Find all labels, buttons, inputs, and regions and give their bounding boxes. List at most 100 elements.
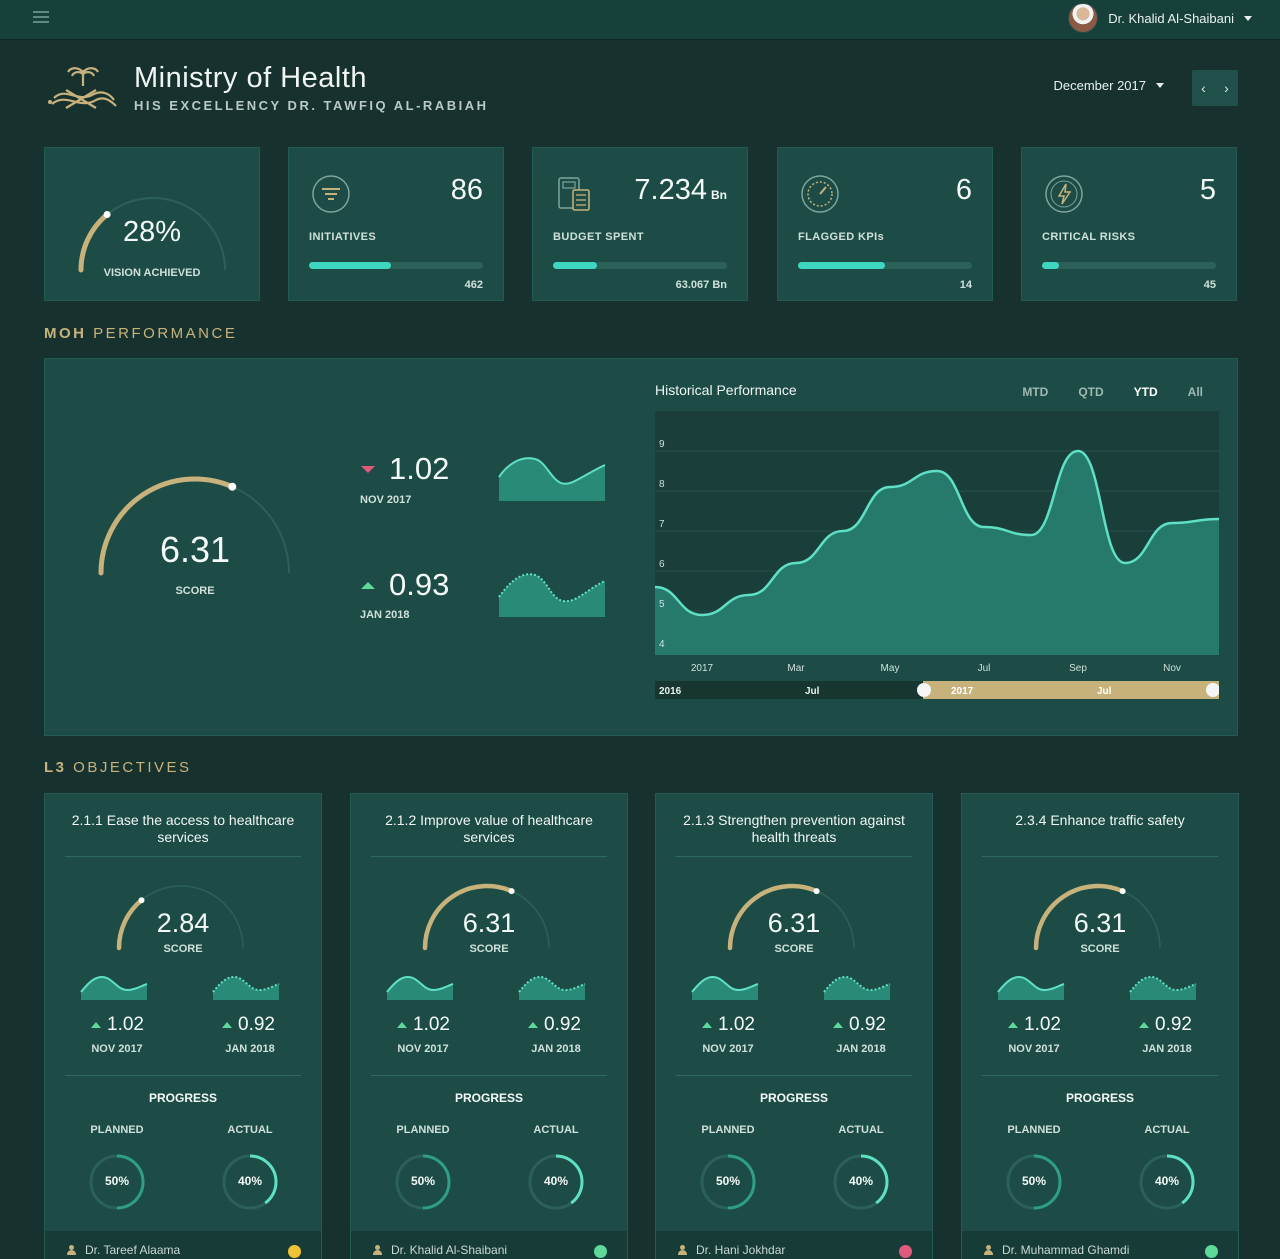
navigator-selection[interactable] bbox=[923, 681, 1219, 699]
lightning-icon bbox=[1045, 175, 1083, 213]
objective-card-3[interactable]: 2.1.3 Strengthen prevention against heal… bbox=[655, 793, 933, 1259]
kpi-risks-card[interactable]: 5 CRITICAL RISKS 45 bbox=[1021, 147, 1237, 301]
page-header: Ministry of Health HIS EXCELLENCY DR. TA… bbox=[44, 58, 1238, 122]
objective-delta-jan: 0.92 bbox=[528, 1014, 581, 1036]
objective-owner[interactable]: Dr. Khalid Al-Shaibani bbox=[373, 1243, 507, 1257]
prev-period-button[interactable]: ‹ bbox=[1201, 80, 1206, 96]
progress-title: PROGRESS bbox=[1065, 1091, 1134, 1105]
objective-card-1[interactable]: 2.1.1 Ease the access to healthcare serv… bbox=[44, 793, 322, 1259]
flagged-progress-bar bbox=[798, 262, 972, 269]
actual-value: 40% bbox=[1154, 1174, 1180, 1188]
kpi-flagged-card[interactable]: 6 FLAGGED KPIs 14 bbox=[777, 147, 993, 301]
avatar[interactable] bbox=[1068, 3, 1099, 33]
overall-score: 6.31 SCORE bbox=[95, 469, 295, 609]
objective-delta-nov-label: NOV 2017 bbox=[91, 1043, 143, 1055]
objective-card-2[interactable]: 2.1.2 Improve value of healthcare servic… bbox=[350, 793, 628, 1259]
planned-ring-chart bbox=[89, 1154, 145, 1210]
period-value[interactable]: December 2017 bbox=[1053, 78, 1147, 93]
objective-title: 2.1.1 Ease the access to healthcare serv… bbox=[71, 812, 295, 845]
period-nav: ‹ › bbox=[1192, 70, 1238, 106]
objective-score-gauge bbox=[727, 883, 855, 951]
history-chart[interactable]: 4 5 6 7 8 9 2017 Mar May Jul Sep Nov 2016 Jul 2017… bbox=[655, 411, 1219, 701]
planned-value: 50% bbox=[715, 1174, 741, 1188]
trend-down-icon bbox=[361, 465, 375, 473]
chart-area bbox=[655, 451, 1219, 655]
objective-delta-jan: 0.92 bbox=[222, 1014, 275, 1036]
delta-nov-label: NOV 2017 bbox=[360, 494, 412, 506]
y-tick-7: 7 bbox=[659, 519, 665, 530]
objective-owner[interactable]: Dr. Hani Jokhdar bbox=[678, 1243, 785, 1257]
divider bbox=[982, 1075, 1218, 1076]
objective-delta-jan-value: 0.92 bbox=[849, 1014, 886, 1035]
kpi-initiatives-card[interactable]: 86 INITIATIVES 462 bbox=[288, 147, 504, 301]
person-icon bbox=[67, 1245, 76, 1255]
tab-mtd[interactable]: MTD bbox=[1022, 385, 1049, 399]
objective-score-label: SCORE bbox=[1080, 943, 1120, 955]
planned-value: 50% bbox=[1021, 1174, 1047, 1188]
page-title: Ministry of Health bbox=[134, 62, 368, 94]
trend-up-icon bbox=[1139, 1022, 1149, 1028]
kpi-vision-card[interactable]: 28% VISION ACHIEVED bbox=[44, 147, 260, 301]
progress-title: PROGRESS bbox=[148, 1091, 217, 1105]
trend-up-icon bbox=[702, 1022, 712, 1028]
top-bar: Dr. Khalid Al-Shaibani bbox=[0, 0, 1280, 40]
navigator-handle-left[interactable] bbox=[917, 683, 931, 697]
actual-ring: 40% bbox=[526, 1152, 586, 1212]
menu-icon[interactable] bbox=[33, 11, 49, 25]
range-tabs: MTD QTD YTD All bbox=[1022, 385, 1203, 399]
objective-sparkline-nov bbox=[80, 976, 148, 1000]
tab-all[interactable]: All bbox=[1187, 385, 1203, 399]
actual-value: 40% bbox=[848, 1174, 874, 1188]
planned-label: PLANNED bbox=[396, 1124, 450, 1136]
section-title-objectives: L3 OBJECTIVES bbox=[44, 759, 192, 776]
actual-label: ACTUAL bbox=[1144, 1124, 1190, 1136]
tab-qtd[interactable]: QTD bbox=[1078, 385, 1104, 399]
navigator-handle-right[interactable] bbox=[1206, 683, 1219, 697]
delta-jan: 0.93 bbox=[361, 567, 449, 603]
objective-delta-jan-label: JAN 2018 bbox=[225, 1043, 275, 1055]
y-tick-9: 9 bbox=[659, 439, 665, 450]
planned-ring-chart bbox=[1006, 1154, 1062, 1210]
trend-up-icon bbox=[833, 1022, 843, 1028]
overall-score-value: 6.31 bbox=[159, 529, 231, 570]
progress-title: PROGRESS bbox=[454, 1091, 523, 1105]
objective-card-4[interactable]: 2.3.4 Enhance traffic safety 6.31 SCORE … bbox=[961, 793, 1239, 1259]
x-tick-jul: Jul bbox=[978, 663, 991, 674]
objective-delta-nov-label: NOV 2017 bbox=[397, 1043, 449, 1055]
delta-nov: 1.02 bbox=[361, 451, 449, 487]
tab-ytd[interactable]: YTD bbox=[1133, 385, 1158, 399]
objective-delta-jan: 0.92 bbox=[833, 1014, 886, 1036]
objective-delta-nov: 1.02 bbox=[702, 1014, 755, 1036]
planned-label: PLANNED bbox=[701, 1124, 755, 1136]
actual-label: ACTUAL bbox=[838, 1124, 884, 1136]
actual-ring: 40% bbox=[831, 1152, 891, 1212]
person-icon bbox=[984, 1245, 993, 1255]
objective-score-gauge bbox=[1033, 883, 1161, 951]
actual-ring-chart bbox=[1139, 1154, 1195, 1210]
chevron-down-icon[interactable] bbox=[1244, 15, 1252, 21]
risks-progress-bar bbox=[1042, 262, 1216, 269]
user-name[interactable]: Dr. Khalid Al-Shaibani bbox=[1108, 10, 1234, 26]
kpi-budget-card[interactable]: 7.234 Bn BUDGET SPENT 63.067 Bn bbox=[532, 147, 748, 301]
objective-delta-jan: 0.92 bbox=[1139, 1014, 1192, 1036]
actual-ring-chart bbox=[222, 1154, 278, 1210]
user-menu[interactable]: Dr. Khalid Al-Shaibani bbox=[1068, 2, 1252, 34]
status-dot bbox=[899, 1245, 912, 1258]
chevron-down-icon[interactable] bbox=[1156, 83, 1164, 88]
risks-progress-fill bbox=[1042, 262, 1060, 269]
next-period-button[interactable]: › bbox=[1224, 80, 1229, 96]
section-title-performance: MOH PERFORMANCE bbox=[44, 325, 237, 342]
person-icon bbox=[373, 1245, 382, 1255]
section-title-performance-bold: MOH bbox=[44, 325, 87, 342]
x-tick-2017: 2017 bbox=[691, 663, 714, 674]
flagged-progress-fill bbox=[798, 262, 885, 269]
objective-owner[interactable]: Dr. Muhammad Ghamdi bbox=[984, 1243, 1129, 1257]
objective-title: 2.3.4 Enhance traffic safety bbox=[1015, 812, 1185, 828]
objective-owner[interactable]: Dr. Tareef Alaama bbox=[67, 1243, 180, 1257]
divider bbox=[676, 856, 912, 857]
y-tick-8: 8 bbox=[659, 479, 665, 490]
period-select[interactable]: December 2017 bbox=[1053, 78, 1164, 93]
delta-jan-label: JAN 2018 bbox=[360, 609, 410, 621]
objective-sparkline-nov bbox=[386, 976, 454, 1000]
planned-value: 50% bbox=[410, 1174, 436, 1188]
